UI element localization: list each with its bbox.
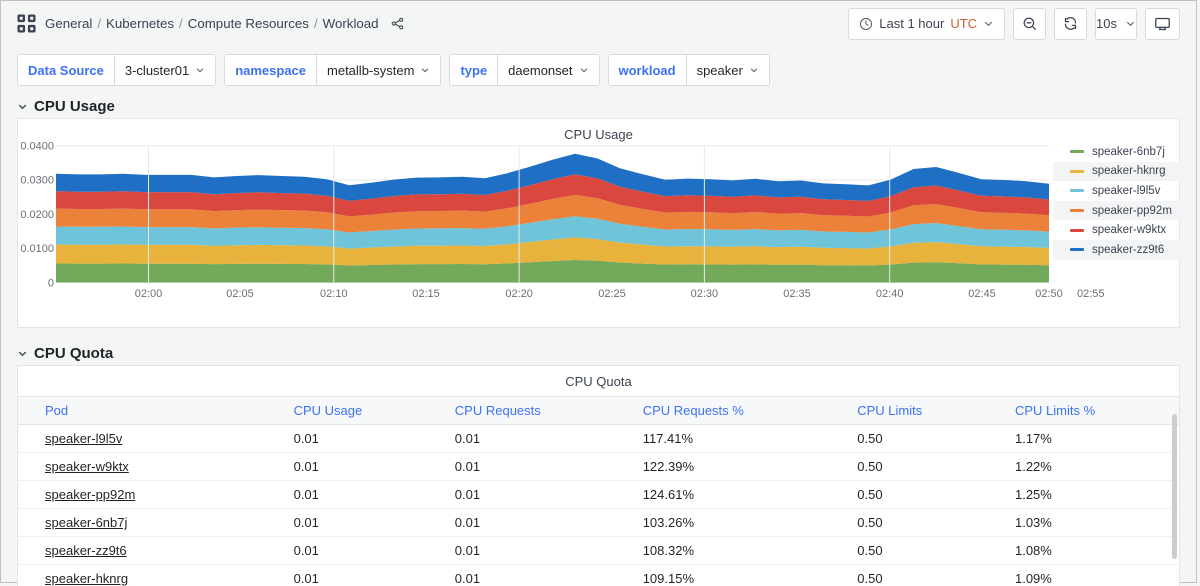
svg-text:02:20: 02:20	[505, 288, 533, 300]
svg-text:02:00: 02:00	[135, 288, 163, 300]
svg-text:02:10: 02:10	[320, 288, 348, 300]
svg-text:02:05: 02:05	[226, 288, 254, 300]
svg-text:0: 0	[48, 277, 54, 289]
svg-text:02:35: 02:35	[783, 288, 811, 300]
svg-text:02:55: 02:55	[1077, 288, 1105, 300]
svg-text:0.0100: 0.0100	[20, 243, 54, 255]
svg-text:0.0200: 0.0200	[20, 209, 54, 221]
svg-text:0.0400: 0.0400	[20, 141, 54, 153]
svg-text:0.0300: 0.0300	[20, 175, 54, 187]
svg-text:02:40: 02:40	[876, 288, 904, 300]
svg-text:02:50: 02:50	[1035, 288, 1063, 300]
svg-text:02:25: 02:25	[598, 288, 626, 300]
svg-text:02:45: 02:45	[968, 288, 996, 300]
svg-text:02:15: 02:15	[412, 288, 440, 300]
svg-text:02:30: 02:30	[691, 288, 719, 300]
